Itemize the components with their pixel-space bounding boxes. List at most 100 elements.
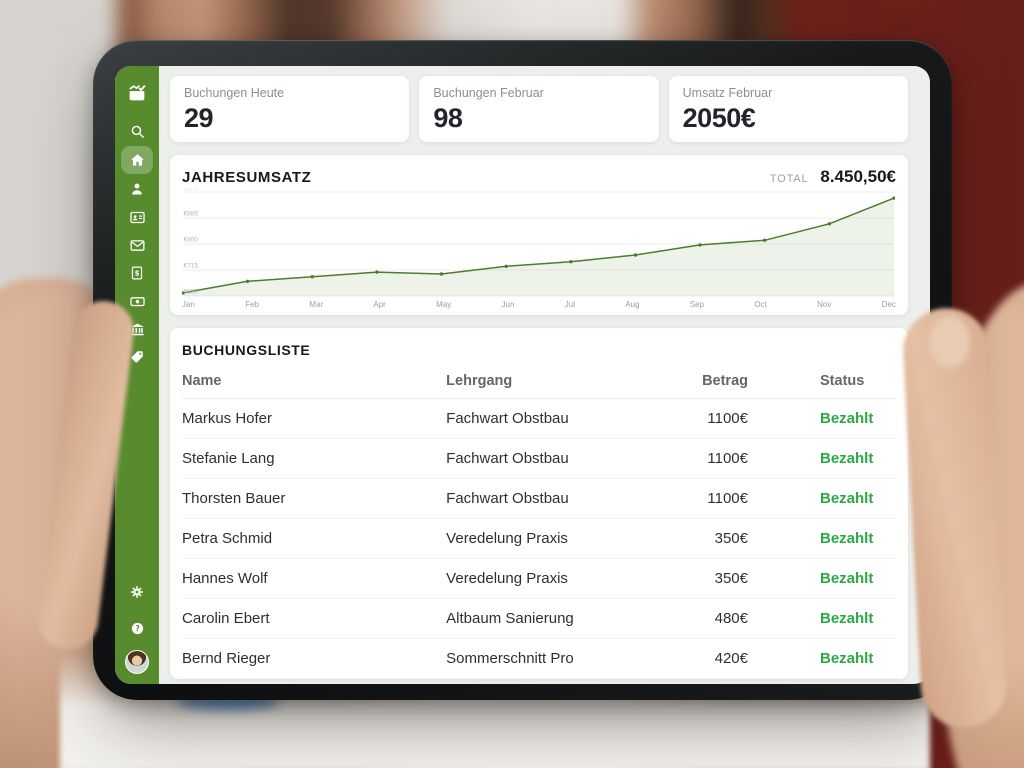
cell-amount: 480€: [714, 610, 748, 627]
cell-amount: 350€: [714, 570, 748, 587]
revenue-chart-card: JAHRESUMSATZ TOTAL 8.450,50€ €970 €885 €800…: [170, 155, 908, 315]
month-label: Oct: [754, 300, 767, 309]
tablet-screen: $ ? Buchungen Heute 29 Buchungen Februar…: [115, 66, 930, 684]
sidebar: $ ?: [115, 66, 159, 684]
cell-name: Thorsten Bauer: [182, 490, 286, 507]
settings-icon: [129, 584, 145, 600]
cell-status: Bezahlt: [820, 450, 874, 467]
id-card-icon: [129, 209, 146, 226]
chart-total: TOTAL 8.450,50€: [770, 167, 896, 187]
svg-text:€800: €800: [184, 237, 199, 244]
table-row[interactable]: Thorsten Bauer Fachwart Obstbau 1100€ Bezah…: [182, 479, 896, 519]
user-avatar[interactable]: [125, 650, 149, 674]
sidebar-item-banknote[interactable]: [121, 290, 153, 312]
cell-name: Bernd Rieger: [182, 650, 271, 667]
svg-text:$: $: [135, 269, 140, 277]
stats-row: Buchungen Heute 29 Buchungen Februar 98 …: [170, 76, 908, 142]
svg-text:€630: €630: [184, 289, 199, 296]
cell-course: Veredelung Praxis: [446, 570, 568, 587]
column-header-amount: Betrag: [702, 373, 748, 389]
total-value: 8.450,50€: [820, 167, 896, 186]
stat-label: Buchungen Heute: [184, 86, 285, 100]
cell-course: Fachwart Obstbau: [446, 490, 569, 507]
cell-course: Altbaum Sanierung: [446, 610, 574, 627]
table-row[interactable]: Bernd Rieger Sommerschnitt Pro 420€ Bezahlt: [182, 639, 896, 679]
cell-status: Bezahlt: [820, 650, 874, 667]
table-row[interactable]: Petra Schmid Veredelung Praxis 350€ Bezahlt: [182, 519, 896, 559]
app-logo[interactable]: [126, 82, 148, 104]
table-row[interactable]: Stefanie Lang Fachwart Obstbau 1100€ Bezahl…: [182, 439, 896, 479]
cell-course: Fachwart Obstbau: [446, 410, 569, 427]
column-header-status: Status: [820, 373, 865, 389]
column-header-course: Lehrgang: [446, 373, 513, 389]
stat-label: Umsatz Februar: [682, 86, 773, 100]
table-row[interactable]: Carolin Ebert Altbaum Sanierung 480€ Bezahl…: [182, 599, 896, 639]
cell-name: Stefanie Lang: [182, 450, 275, 467]
month-label: May: [436, 300, 452, 309]
cell-status: Bezahlt: [820, 490, 874, 507]
cell-amount: 1100€: [707, 490, 748, 507]
sidebar-item-settings[interactable]: [121, 581, 153, 603]
search-icon: [129, 123, 146, 140]
month-label: Dec: [881, 300, 896, 309]
stat-card: Buchungen Februar 98: [419, 76, 659, 142]
tag-icon: [129, 349, 145, 365]
cell-name: Hannes Wolf: [182, 570, 268, 587]
column-header-name: Name: [182, 373, 222, 389]
sidebar-item-mail[interactable]: [121, 234, 153, 256]
svg-text:?: ?: [135, 624, 139, 633]
cell-amount: 420€: [714, 650, 748, 667]
table-row[interactable]: Markus Hofer Fachwart Obstbau 1100€ Bezahlt: [182, 399, 896, 439]
month-axis: Jan Feb Mar Apr May Jun Jul Aug Sep Oct Nov Dec: [182, 300, 896, 309]
month-label: Jan: [182, 300, 195, 309]
total-label: TOTAL: [769, 173, 809, 185]
sidebar-item-user[interactable]: [121, 178, 153, 200]
cell-status: Bezahlt: [820, 610, 874, 627]
svg-text:€715: €715: [184, 263, 199, 270]
box-check-logo-icon: [126, 82, 148, 104]
month-label: Feb: [245, 300, 259, 309]
cell-status: Bezahlt: [820, 570, 874, 587]
invoice-icon: $: [129, 265, 145, 281]
sidebar-item-home[interactable]: [121, 146, 153, 174]
help-icon: ?: [130, 621, 145, 636]
stat-card: Umsatz Februar 2050€: [668, 76, 908, 142]
sidebar-nav: $: [121, 117, 153, 371]
tablet-device: $ ? Buchungen Heute 29 Buchungen Februar…: [93, 40, 952, 700]
cell-name: Markus Hofer: [182, 410, 273, 427]
month-label: Nov: [817, 300, 832, 309]
bookings-title: BUCHUNGSLISTE: [182, 342, 311, 358]
month-label: Sep: [689, 300, 705, 309]
cell-amount: 350€: [714, 530, 748, 547]
stat-value: 29: [184, 103, 214, 133]
stat-value: 2050€: [682, 103, 756, 133]
month-label: Apr: [373, 300, 386, 309]
month-label: Jul: [564, 300, 575, 309]
chart-header: JAHRESUMSATZ TOTAL 8.450,50€: [182, 167, 896, 187]
cell-course: Fachwart Obstbau: [446, 450, 569, 467]
revenue-line-chart: €970 €885 €800 €715 €630: [182, 189, 895, 297]
cell-status: Bezahlt: [820, 530, 874, 547]
sidebar-footer: ?: [121, 578, 153, 684]
sidebar-item-id-card[interactable]: [121, 206, 153, 228]
bookings-card: BUCHUNGSLISTE Name Lehrgang Betrag Statu…: [170, 328, 908, 679]
cell-course: Veredelung Praxis: [446, 530, 568, 547]
sidebar-item-tag[interactable]: [121, 346, 153, 368]
month-label: Jun: [501, 300, 515, 309]
home-icon: [129, 152, 146, 169]
table-row[interactable]: Hannes Wolf Veredelung Praxis 350€ Bezahlt: [182, 559, 896, 599]
cell-name: Carolin Ebert: [182, 610, 270, 627]
stat-label: Buchungen Februar: [433, 86, 544, 100]
mail-icon: [129, 237, 146, 254]
sidebar-item-search[interactable]: [121, 120, 153, 142]
cell-name: Petra Schmid: [182, 530, 273, 547]
table-header: Name Lehrgang Betrag Status: [182, 368, 896, 399]
banknote-icon: [129, 293, 146, 310]
sidebar-item-invoice[interactable]: $: [121, 262, 153, 284]
sidebar-item-help[interactable]: ?: [121, 617, 153, 639]
dashboard: Buchungen Heute 29 Buchungen Februar 98 …: [159, 66, 930, 684]
table-body: Markus Hofer Fachwart Obstbau 1100€ Bezahlt…: [182, 399, 896, 679]
right-thumb-nail: [930, 316, 970, 368]
stat-value: 98: [433, 103, 463, 133]
